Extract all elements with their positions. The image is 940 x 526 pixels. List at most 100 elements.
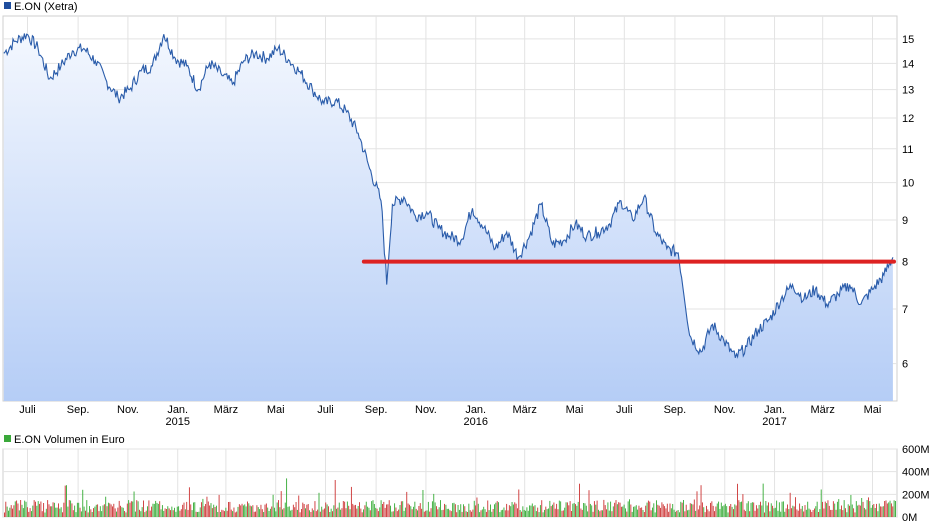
volume-bar xyxy=(824,501,826,517)
volume-bar xyxy=(673,509,675,517)
volume-bar xyxy=(431,501,433,517)
volume-bar xyxy=(353,505,355,517)
volume-bar xyxy=(430,508,432,517)
volume-bar xyxy=(26,507,28,517)
volume-bar xyxy=(376,508,378,517)
volume-bar xyxy=(504,510,506,517)
volume-panel: 0M 200M 400M 600M xyxy=(2,444,930,524)
volume-bar xyxy=(592,511,594,517)
volume-bar xyxy=(137,501,139,517)
volume-bar xyxy=(318,492,320,517)
volume-bar xyxy=(89,506,90,517)
volume-bar xyxy=(685,504,687,517)
volume-bar xyxy=(762,483,764,517)
volume-bar xyxy=(711,501,713,517)
price-x-tick-label: Jan. xyxy=(764,404,785,416)
volume-bar xyxy=(172,510,174,517)
volume-bar xyxy=(314,501,316,517)
volume-bar xyxy=(59,508,61,517)
volume-bar xyxy=(338,502,340,517)
volume-bar xyxy=(630,504,632,517)
volume-bar xyxy=(326,504,328,517)
volume-bar xyxy=(849,505,850,517)
volume-bar xyxy=(878,503,880,517)
volume-bar xyxy=(39,503,40,517)
volume-bar xyxy=(826,503,828,517)
volume-bar xyxy=(415,508,417,517)
volume-bar xyxy=(789,492,791,517)
volume-legend-swatch xyxy=(4,435,11,442)
volume-bar xyxy=(691,503,693,517)
volume-bar xyxy=(210,503,212,517)
volume-bar xyxy=(290,510,292,517)
volume-bar xyxy=(292,504,294,517)
volume-bar xyxy=(41,511,43,517)
volume-bar xyxy=(53,502,55,517)
volume-bar xyxy=(66,485,67,517)
volume-bar xyxy=(488,510,490,517)
volume-bar xyxy=(220,512,221,517)
volume-bar xyxy=(882,506,884,517)
volume-bar xyxy=(716,503,718,517)
volume-bar xyxy=(403,510,405,517)
volume-bar xyxy=(606,509,607,517)
volume-bar xyxy=(865,509,867,517)
volume-bar xyxy=(714,511,715,517)
volume-bar xyxy=(278,500,279,517)
volume-bar xyxy=(782,501,784,517)
volume-bar xyxy=(43,503,45,517)
volume-bar xyxy=(45,508,47,517)
volume-bar xyxy=(773,508,775,517)
volume-bar xyxy=(175,511,177,517)
volume-bar xyxy=(745,511,747,517)
volume-bar xyxy=(24,500,26,517)
volume-bar xyxy=(706,505,707,517)
volume-bar xyxy=(426,510,428,517)
volume-bar xyxy=(33,500,35,517)
volume-bar xyxy=(733,509,734,517)
volume-bar xyxy=(660,507,661,517)
volume-bar xyxy=(251,506,252,517)
volume-bar xyxy=(862,501,864,517)
volume-bar xyxy=(322,509,324,517)
volume-bar xyxy=(490,504,491,517)
volume-bar xyxy=(82,489,84,517)
volume-bar xyxy=(809,509,811,517)
volume-bar xyxy=(546,509,548,517)
volume-bar xyxy=(895,501,896,517)
volume-bar xyxy=(228,502,229,517)
volume-bar xyxy=(402,501,404,517)
volume-bar xyxy=(236,511,238,517)
volume-bar xyxy=(48,504,50,517)
volume-bar xyxy=(140,511,142,517)
volume-bar xyxy=(554,508,556,517)
volume-bar xyxy=(441,510,443,517)
volume-bar xyxy=(620,506,622,517)
volume-bar xyxy=(889,500,891,517)
volume-bar xyxy=(885,500,887,517)
volume-bar xyxy=(677,510,679,517)
volume-bar xyxy=(396,511,398,517)
volume-bar xyxy=(739,502,741,517)
volume-bar xyxy=(323,508,325,517)
volume-bar xyxy=(473,500,475,517)
volume-bar xyxy=(4,512,5,517)
volume-bar xyxy=(622,506,624,517)
volume-bar xyxy=(585,505,587,517)
volume-bar xyxy=(268,511,270,517)
volume-bar xyxy=(539,505,541,517)
volume-y-tick-label: 400M xyxy=(902,467,930,479)
volume-bar xyxy=(460,504,462,517)
volume-bar xyxy=(8,510,9,517)
volume-bar xyxy=(812,510,814,517)
volume-bar xyxy=(437,509,439,517)
volume-bar xyxy=(653,503,655,517)
volume-bar xyxy=(133,491,135,517)
volume-bar xyxy=(872,505,873,517)
volume-bar xyxy=(321,506,323,517)
volume-bar xyxy=(373,504,375,517)
volume-bar xyxy=(785,508,787,517)
volume-bar xyxy=(788,509,790,517)
volume-bar xyxy=(134,511,136,517)
volume-bar xyxy=(184,509,186,517)
